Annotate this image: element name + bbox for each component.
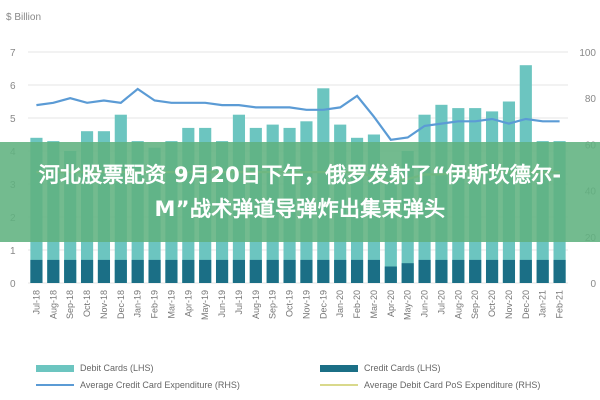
left-tick-label: 7: [10, 48, 16, 59]
unit-label: $ Billion: [6, 12, 41, 23]
x-tick-label: Apr-19: [183, 290, 193, 317]
bar-credit: [452, 259, 465, 283]
bar-credit: [215, 259, 229, 283]
bar-credit: [199, 259, 212, 283]
bar-credit: [97, 259, 111, 283]
x-tick-label: Dec-19: [318, 290, 328, 319]
left-tick-label: 6: [10, 81, 16, 92]
x-tick-label: Jan-20: [335, 290, 345, 318]
x-tick-label: Feb-20: [352, 290, 362, 319]
bar-credit: [350, 259, 364, 283]
legend-item-credit: Credit Cards (LHS): [320, 363, 441, 373]
x-tick-label: Jan-21: [538, 290, 548, 318]
bar-credit: [317, 259, 330, 283]
x-tick-label: Oct-19: [285, 290, 295, 317]
headline-banner: [0, 142, 600, 242]
right-tick-label: 0: [590, 279, 596, 290]
x-tick-label: Sep-18: [65, 290, 75, 319]
right-tick-label: 80: [585, 94, 597, 105]
bar-credit: [519, 259, 532, 283]
bar-credit: [64, 259, 77, 283]
x-tick-label: Nov-18: [99, 290, 109, 319]
bar-credit: [148, 259, 161, 283]
bar-credit: [401, 263, 414, 283]
legend-label-avg-credit: Average Credit Card Expenditure (RHS): [80, 380, 240, 390]
bar-credit: [30, 259, 43, 283]
x-tick-label: Sep-19: [268, 290, 278, 319]
bar-credit: [469, 259, 482, 283]
x-tick-label: Oct-18: [82, 290, 92, 317]
x-tick-label: Jul-20: [436, 290, 446, 315]
bar-credit: [536, 259, 549, 283]
x-tick-label: Feb-21: [555, 290, 565, 319]
legend-label-credit: Credit Cards (LHS): [364, 363, 441, 373]
bar-credit: [367, 259, 381, 283]
left-tick-label: 5: [10, 114, 16, 125]
legend-item-avg-credit: Average Credit Card Expenditure (RHS): [36, 380, 240, 390]
line-avg-credit: [36, 87, 560, 141]
bar-credit: [300, 259, 313, 283]
x-tick-label: Apr-20: [386, 290, 396, 317]
x-tick-label: Jul-19: [234, 290, 244, 315]
bar-credit: [384, 266, 397, 283]
bar-credit: [418, 259, 431, 283]
left-tick-label: 0: [10, 279, 16, 290]
x-tick-label: Dec-20: [521, 290, 531, 319]
x-tick-label: Aug-18: [48, 290, 58, 319]
bar-credit: [334, 259, 347, 283]
bar-credit: [165, 259, 178, 283]
x-tick-label: Feb-19: [150, 290, 160, 319]
legend-swatch-debit: [36, 364, 74, 372]
bar-credit: [114, 259, 127, 283]
bar-credit: [80, 259, 94, 283]
x-tick-label: May-19: [200, 290, 210, 320]
bar-credit: [131, 259, 144, 283]
x-tick-label: Jun-19: [217, 290, 227, 318]
x-tick-label: Nov-19: [301, 290, 311, 319]
bar-credit: [283, 259, 296, 283]
legend-swatch-avg-debit: [320, 384, 358, 386]
bar-credit: [47, 259, 60, 283]
x-tick-label: Mar-20: [369, 290, 379, 319]
legend-item-avg-debit: Average Debit Card PoS Expenditure (RHS): [320, 380, 540, 390]
x-tick-label: Jun-20: [420, 290, 430, 318]
headline-text: 河北股票配资 9月20日下午，俄罗发射了“伊斯坎德尔-M”战术弹道导弹炸出集束弹…: [38, 163, 562, 221]
legend-label-avg-debit: Average Debit Card PoS Expenditure (RHS): [364, 380, 541, 390]
bar-credit: [232, 259, 246, 283]
bar-credit: [182, 259, 195, 283]
x-tick-label: Sep-20: [470, 290, 480, 319]
bar-credit: [553, 259, 566, 283]
x-tick-label: Aug-19: [251, 290, 261, 319]
x-tick-label: Jul-18: [31, 290, 41, 315]
legend-swatch-avg-credit: [36, 384, 74, 386]
x-tick-label: Aug-20: [453, 290, 463, 319]
x-tick-label: Mar-19: [166, 290, 176, 319]
x-tick-label: Dec-18: [116, 290, 126, 319]
x-tick-label: Nov-20: [504, 290, 514, 319]
x-tick-label: May-20: [403, 290, 413, 320]
right-tick-label: 100: [579, 48, 596, 59]
legend: Debit Cards (LHS) Credit Cards (LHS) Ave…: [20, 357, 580, 397]
x-tick-label: Oct-20: [487, 290, 497, 317]
bar-credit: [249, 259, 262, 283]
bar-credit: [435, 259, 448, 283]
legend-item-debit: Debit Cards (LHS): [36, 363, 154, 373]
bar-credit: [266, 259, 279, 283]
legend-label-debit: Debit Cards (LHS): [80, 363, 154, 373]
bar-credit: [502, 259, 516, 283]
legend-swatch-credit: [320, 364, 358, 372]
x-axis-labels: Jul-18 Aug-18 Sep-18 Oct-18 Nov-18 Dec-18 Jan-…: [31, 290, 564, 320]
left-tick-label: 1: [10, 246, 16, 257]
bar-credit: [485, 259, 499, 283]
x-tick-label: Jan-19: [133, 290, 143, 318]
